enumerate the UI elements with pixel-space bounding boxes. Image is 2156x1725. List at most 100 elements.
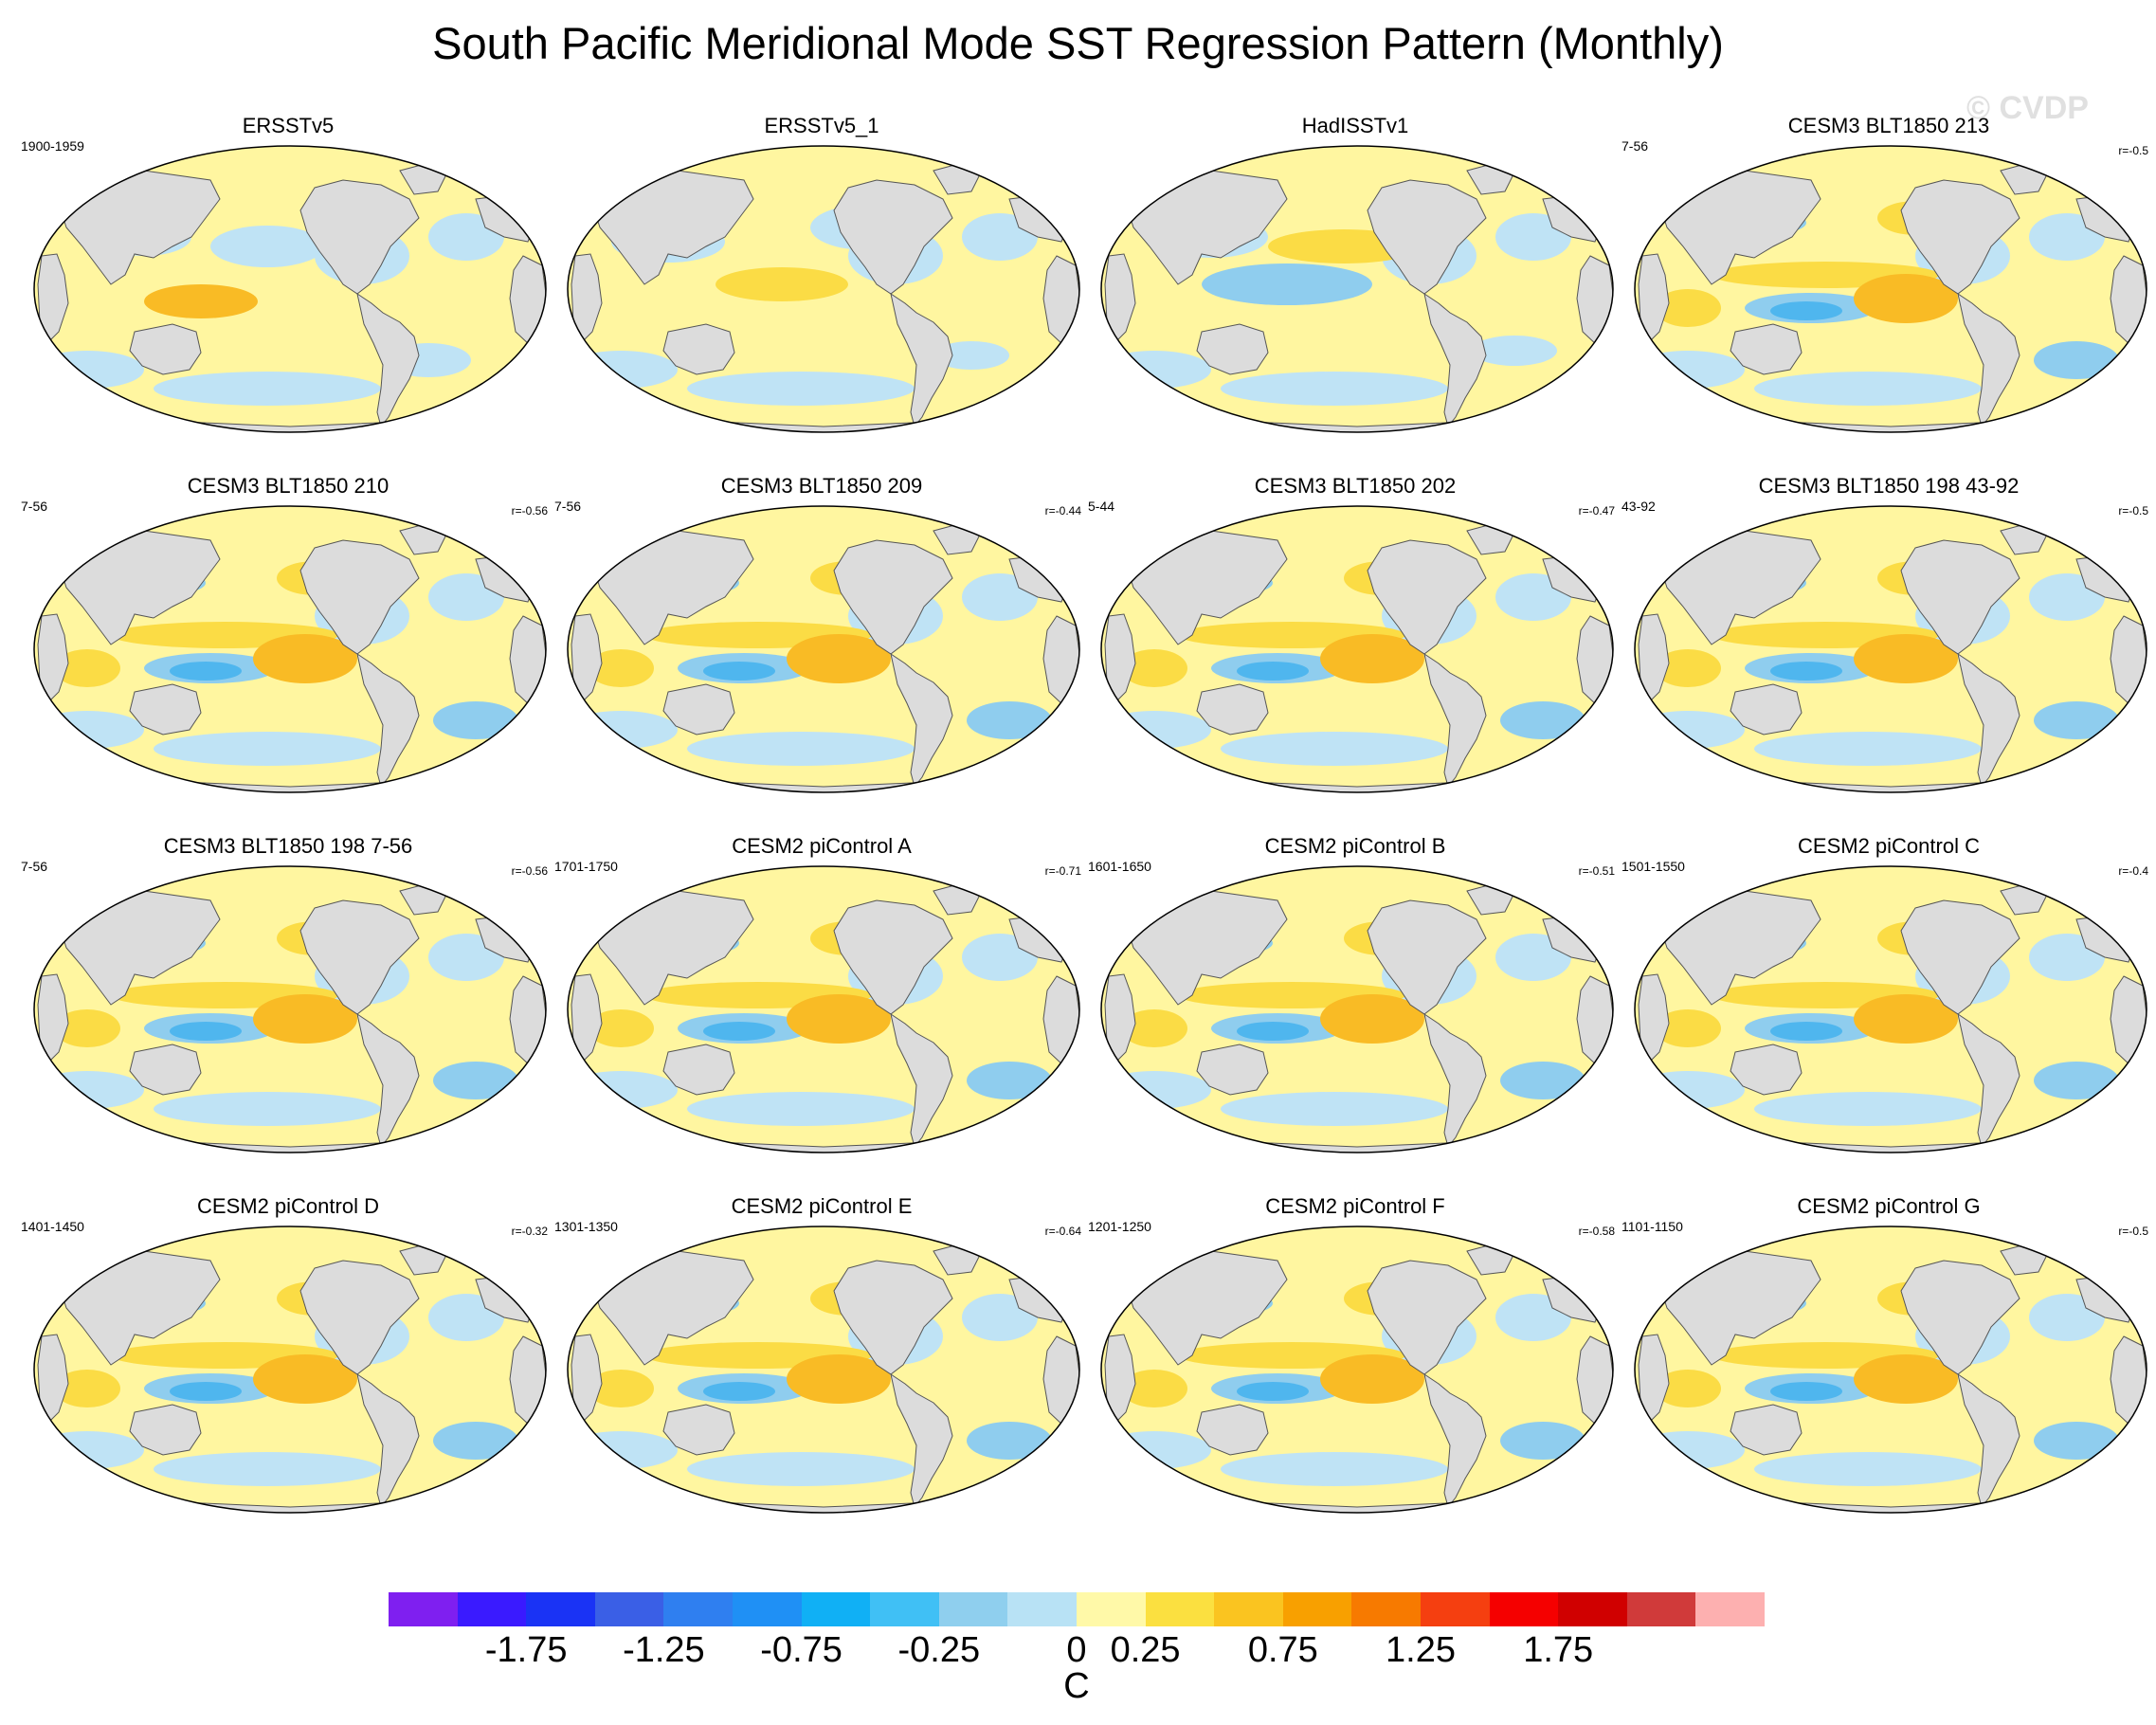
sst-anomaly [2024,1346,2072,1403]
land-mass [1367,899,1487,1015]
map-panel: HadISSTv1 [1086,114,1624,455]
panel-period-label: 1301-1350 [554,1219,618,1234]
map-panel: CESM2 piControl G 1101-1150 r=-0.5 [1620,1194,2156,1535]
sst-anomaly [957,1346,1005,1403]
sst-anomaly [433,1422,518,1460]
land-mass [890,652,953,789]
sst-map [1634,1226,2147,1514]
panel-correlation-label: r=-0.51 [1578,864,1615,878]
land-mass [299,1260,420,1375]
sst-anomaly [154,372,381,406]
sst-anomaly [424,626,471,682]
colorbar-swatch [1214,1592,1284,1626]
land-mass [299,539,420,655]
sst-map [567,505,1080,793]
sst-anomaly [967,1062,1052,1099]
panel-correlation-label: r=-0.44 [1044,504,1081,518]
sst-anomaly [1635,1431,1745,1469]
sst-anomaly [588,649,654,687]
sst-anomaly [1854,994,1958,1044]
land-mass [833,179,953,295]
sst-anomaly [1500,701,1585,739]
panel-period-label: 1101-1150 [1622,1219,1683,1234]
land-mass [1957,1372,2020,1509]
map-border [1100,505,1614,793]
panel-title: CESM3 BLT1850 198 43-92 [1758,474,2020,498]
sst-anomaly [1770,1382,1842,1401]
panel-title: CESM3 BLT1850 202 [1254,474,1457,498]
sst-anomaly [1237,1022,1309,1041]
map-border [1100,865,1614,1153]
map-panel: ERSSTv5_1 [553,114,1091,455]
sst-anomaly [687,1452,915,1486]
land-mass [1730,683,1803,735]
sst-map [1100,145,1614,433]
sst-map [1634,505,2147,793]
colorbar-swatch [1145,1592,1215,1626]
sst-anomaly [34,1071,144,1109]
colorbar-swatch [1351,1592,1422,1626]
colorbar-swatch [938,1592,1008,1626]
sst-anomaly [34,1431,144,1469]
sst-anomaly [2034,341,2119,379]
land-mass [1367,1260,1487,1375]
land-mass [890,1012,953,1149]
land-mass [1900,899,2020,1015]
sst-anomaly [568,711,678,749]
panel-title: ERSSTv5 [242,114,335,137]
sst-anomaly [170,1382,242,1401]
sst-anomaly [1101,1071,1211,1109]
panel-title: CESM3 BLT1850 198 7-56 [163,834,413,858]
panel-period-label: 1701-1750 [554,859,618,874]
land-mass [37,973,69,1064]
panel-period-label: 1601-1650 [1088,859,1151,874]
sst-anomaly [1202,263,1372,305]
colorbar-swatch [389,1592,459,1626]
sst-anomaly [1320,634,1424,683]
land-mass [129,683,202,735]
panel-correlation-label: r=-0.5 [2118,1225,2148,1238]
panel-title: CESM3 BLT1850 209 [720,474,923,498]
map-panel: CESM2 piControl F 1201-1250 r=-0.58 [1086,1194,1624,1535]
panel-correlation-label: r=-0.5 [2118,504,2148,518]
map-panel: CESM3 BLT1850 209 7-56 r=-0.44 [553,474,1091,815]
land-mass [37,1334,69,1425]
land-mass [356,652,420,789]
colorbar-unit: C [1063,1666,1090,1706]
panel-correlation-label: r=-0.56 [511,864,548,878]
land-mass [58,890,221,1006]
land-mass [1104,253,1136,344]
map-border [1634,145,2147,433]
sst-anomaly [1635,711,1745,749]
sst-anomaly [253,1354,357,1404]
land-mass [129,323,202,375]
sst-map [33,1226,547,1514]
sst-anomaly [424,1346,471,1403]
land-mass [1367,179,1487,295]
panel-period-label: 7-56 [21,859,48,874]
colorbar-swatch [1558,1592,1628,1626]
map-panel: CESM2 piControl E 1301-1350 r=-0.64 [553,1194,1091,1535]
land-mass [1196,323,1269,375]
panel-title: CESM3 BLT1850 213 [1787,114,1990,137]
map-panel: CESM3 BLT1850 198 7-56 7-56 r=-0.56 [19,834,557,1175]
map-panel: CESM3 BLT1850 213 7-56 r=-0.5 [1620,114,2156,455]
land-mass [1730,1044,1803,1096]
land-mass [1638,253,1670,344]
panel-correlation-label: r=-0.5 [2118,144,2148,157]
land-mass [571,1334,603,1425]
panel-correlation-label: r=-0.4 [2118,864,2148,878]
land-mass [1125,530,1288,645]
land-mass [1658,530,1821,645]
panel-title: ERSSTv5_1 [764,114,879,137]
sst-anomaly [967,701,1052,739]
map-panel: CESM3 BLT1850 202 5-44 r=-0.47 [1086,474,1624,815]
panel-title: CESM2 piControl F [1265,1194,1445,1218]
colorbar-swatch [1282,1592,1352,1626]
sst-anomaly [1655,649,1721,687]
land-mass [833,899,953,1015]
map-border [33,505,547,793]
land-mass [1196,1044,1269,1096]
land-mass [1638,973,1670,1064]
land-mass [1423,292,1487,428]
